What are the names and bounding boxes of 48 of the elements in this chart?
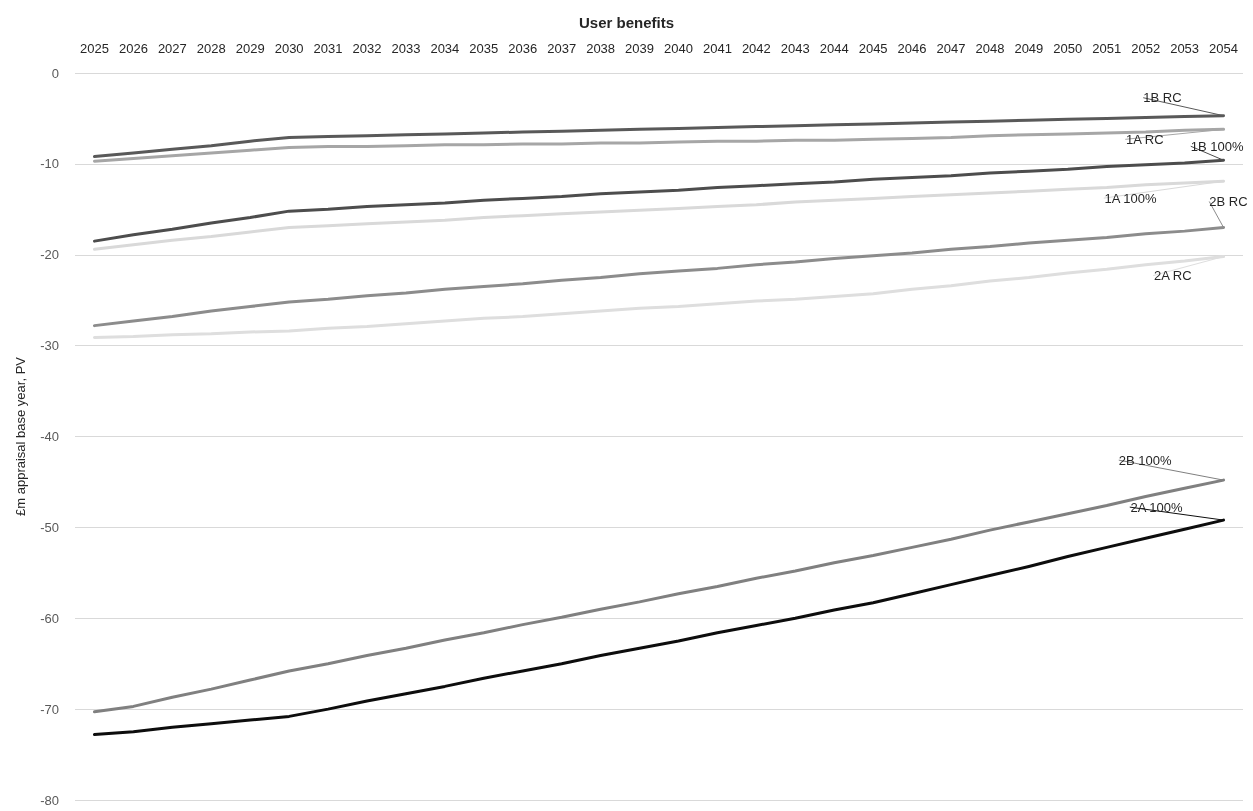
x-tick-label: 2048 xyxy=(975,41,1005,56)
y-tick-label: 0 xyxy=(51,65,59,81)
x-tick-label: 2053 xyxy=(1170,41,1200,56)
series-label: 1A 100% xyxy=(1104,190,1157,206)
x-tick-label: 2044 xyxy=(819,41,849,56)
y-tick-label: -70 xyxy=(40,701,59,717)
x-tick-label: 2040 xyxy=(664,41,693,56)
x-tick-label: 2051 xyxy=(1092,41,1122,56)
x-tick-label: 2030 xyxy=(274,41,304,56)
y-tick-label: -30 xyxy=(40,338,59,354)
y-tick-label: -60 xyxy=(40,610,59,626)
x-tick-label: 2038 xyxy=(586,41,616,56)
x-tick-label: 2049 xyxy=(1014,41,1044,56)
x-tick-label: 2050 xyxy=(1053,41,1083,56)
x-tick-label: 2054 xyxy=(1209,41,1238,56)
x-tick-label: 2031 xyxy=(313,41,343,56)
x-tick-label: 2045 xyxy=(858,41,888,56)
series-label: 1B 100% xyxy=(1190,138,1244,154)
x-tick-label: 2047 xyxy=(936,41,966,56)
y-tick-label: -40 xyxy=(40,429,59,444)
y-tick-label: -20 xyxy=(40,247,59,263)
x-tick-label: 2042 xyxy=(741,41,771,56)
x-tick-label: 2043 xyxy=(780,41,810,56)
series-label: 2A RC xyxy=(1153,268,1192,284)
y-tick-label: -10 xyxy=(40,156,59,172)
x-tick-label: 2029 xyxy=(235,41,265,56)
x-tick-label: 2026 xyxy=(118,41,148,56)
x-tick-label: 2035 xyxy=(469,41,499,56)
series-label: 1A RC xyxy=(1125,131,1164,147)
x-tick-label: 2025 xyxy=(80,41,109,56)
y-axis-title: £m appraisal base year, PV xyxy=(13,356,28,516)
x-tick-label: 2034 xyxy=(430,41,460,56)
series-label: 2B RC xyxy=(1209,193,1248,209)
x-tick-label: 2039 xyxy=(625,41,654,56)
x-tick-label: 2033 xyxy=(391,41,421,56)
x-tick-label: 2052 xyxy=(1131,41,1161,56)
y-tick-label: -50 xyxy=(40,519,59,535)
series-label: 2B 100% xyxy=(1118,452,1172,468)
x-tick-label: 2032 xyxy=(352,41,382,56)
series-label: 1B RC xyxy=(1143,90,1182,106)
x-tick-label: 2028 xyxy=(196,41,226,56)
x-tick-label: 2036 xyxy=(508,41,538,56)
chart-title: User benefits xyxy=(578,14,675,31)
x-tick-label: 2041 xyxy=(702,41,732,56)
y-tick-label: -80 xyxy=(40,792,59,808)
x-tick-label: 2037 xyxy=(547,41,577,56)
x-tick-label: 2027 xyxy=(157,41,187,56)
x-tick-label: 2046 xyxy=(897,41,927,56)
